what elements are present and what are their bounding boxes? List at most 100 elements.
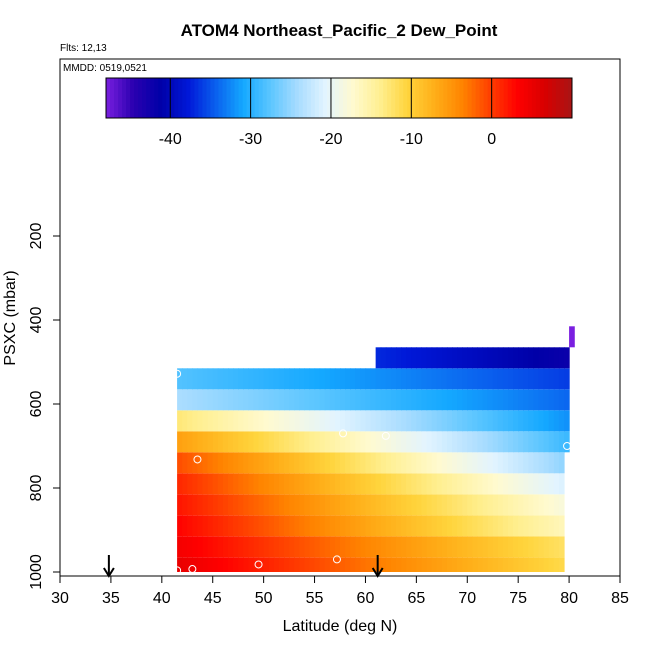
heatmap-cell [355, 431, 361, 453]
heatmap-cell [248, 515, 255, 537]
heatmap-cell [533, 494, 540, 516]
heatmap-cell [258, 410, 265, 432]
colorbar-swatch [471, 78, 477, 118]
colorbar-swatch [419, 78, 424, 118]
heatmap-cell [222, 515, 229, 537]
heatmap-cell [278, 389, 285, 411]
heatmap-cell [222, 410, 229, 432]
heatmap-cell [477, 473, 484, 495]
heatmap-cell [421, 557, 428, 572]
heatmap-cell [411, 557, 417, 572]
heatmap-cell [375, 347, 382, 369]
heatmap-cell [467, 452, 473, 474]
heatmap-cell [294, 389, 300, 411]
heatmap-cell [182, 410, 188, 432]
heatmap-cell [273, 494, 280, 516]
heatmap-cell [518, 410, 524, 432]
heatmap-cell [416, 452, 423, 474]
colorbar-swatch [379, 78, 384, 118]
heatmap-cell [217, 431, 224, 453]
colorbar-swatch [178, 78, 183, 118]
heatmap-cell [329, 368, 336, 390]
heatmap-cell [228, 557, 234, 572]
heatmap-cell [426, 347, 433, 369]
heatmap-cell [238, 536, 244, 558]
heatmap-cell [202, 410, 209, 432]
heatmap-cell [467, 494, 473, 516]
heatmap-cell [253, 515, 260, 537]
heatmap-cell [340, 431, 346, 453]
heatmap-cell [446, 473, 453, 495]
colorbar-swatch [407, 78, 412, 118]
heatmap-cell [416, 557, 423, 572]
heatmap-cell [406, 452, 412, 474]
heatmap-cell [513, 452, 519, 474]
colorbar-swatch [451, 78, 456, 118]
heatmap-cell [482, 347, 489, 369]
colorbar-swatch [363, 78, 368, 118]
heatmap-cell [278, 431, 285, 453]
heatmap-cell [324, 389, 331, 411]
heatmap-cell [380, 557, 387, 572]
heatmap-cell [441, 473, 448, 495]
heatmap-cell [248, 431, 255, 453]
heatmap-cell [258, 368, 265, 390]
heatmap-cell [289, 452, 295, 474]
heatmap-cell [329, 452, 336, 474]
colorbar-swatch [326, 78, 332, 118]
heatmap-cell [564, 389, 570, 411]
heatmap-cell [452, 410, 458, 432]
heatmap-cell [207, 473, 214, 495]
heatmap-cell [273, 515, 280, 537]
heatmap-cell [406, 557, 412, 572]
heatmap-cell [340, 368, 346, 390]
heatmap-cell [299, 452, 305, 474]
colorbar-swatch [415, 78, 420, 118]
colorbar-swatch [395, 78, 400, 118]
heatmap-cell [421, 452, 428, 474]
heatmap-cell [233, 536, 239, 558]
heatmap-cell [304, 410, 311, 432]
colorbar-swatch [206, 78, 211, 118]
colorbar-tick-label: 0 [487, 131, 496, 148]
heatmap-cell [472, 410, 479, 432]
heatmap-cell [319, 410, 326, 432]
heatmap-cell [278, 494, 285, 516]
x-tick-label: 35 [102, 590, 120, 607]
heatmap-cell [543, 473, 550, 495]
heatmap-cell [385, 494, 392, 516]
colorbar-swatch [435, 78, 440, 118]
colorbar-swatch [274, 78, 280, 118]
heatmap-cell [426, 452, 433, 474]
colorbar-swatch [314, 78, 320, 118]
heatmap-cell [553, 494, 560, 516]
heatmap-cell [406, 347, 412, 369]
y-axis: 200 400 600 800 1000 [28, 223, 60, 590]
heatmap-cell [548, 389, 555, 411]
heatmap-cell [401, 347, 407, 369]
heatmap-cell [177, 536, 183, 558]
heatmap-cell [258, 557, 265, 572]
heatmap-cell [350, 389, 356, 411]
colorbar-swatch [154, 78, 159, 118]
heatmap-cell [228, 431, 234, 453]
heatmap-cell [243, 452, 249, 474]
sample-point [254, 560, 263, 569]
heatmap-cell [319, 389, 326, 411]
heatmap-cell [187, 410, 193, 432]
heatmap-cell [390, 452, 397, 474]
heatmap-cell [502, 557, 509, 572]
heatmap-cell [238, 557, 244, 572]
heatmap-cell [314, 515, 321, 537]
heatmap-cell [528, 473, 535, 495]
heatmap-cell [217, 515, 224, 537]
heatmap-cell [502, 515, 509, 537]
heatmap-cell [446, 557, 453, 572]
heatmap-cell [273, 389, 280, 411]
heatmap-cell [426, 536, 433, 558]
heatmap-cell [289, 389, 295, 411]
heatmap-cell [472, 473, 479, 495]
heatmap-cell [243, 494, 249, 516]
heatmap-cell [457, 347, 463, 369]
heatmap-cell [228, 452, 234, 474]
